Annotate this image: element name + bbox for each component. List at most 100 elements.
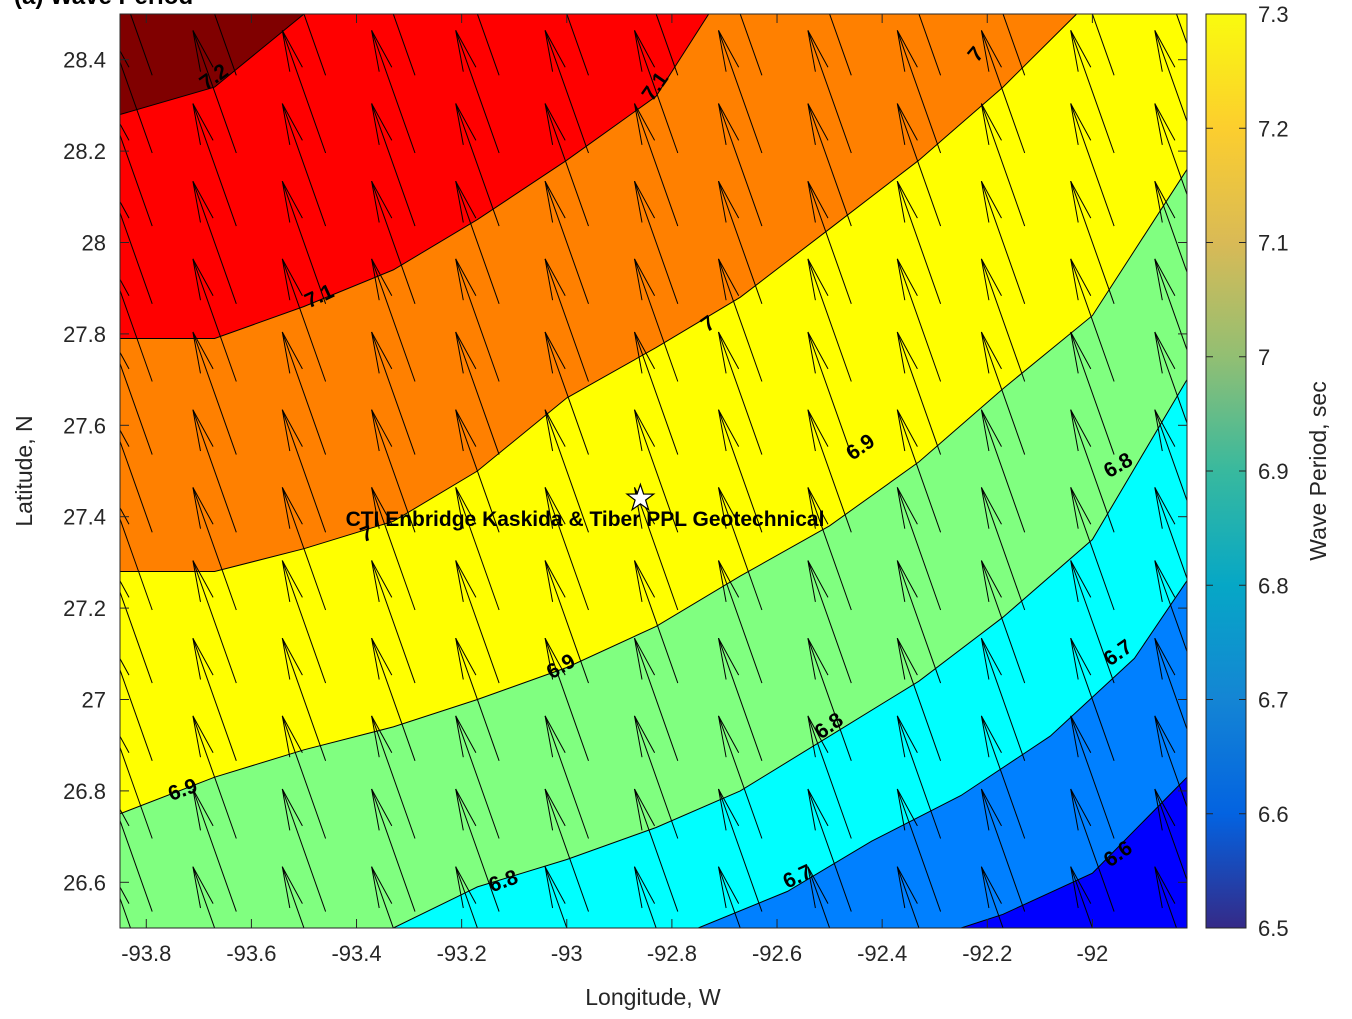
y-tick-label: 26.6 <box>63 870 106 895</box>
wave-vector <box>896 103 942 227</box>
contour-line-7.2 <box>120 14 305 115</box>
wave-vector <box>455 409 500 533</box>
wave-vector <box>807 331 852 455</box>
wave-vector <box>120 886 132 928</box>
wave-vector <box>455 180 500 304</box>
wave-vector <box>281 258 327 382</box>
wave-vector <box>281 409 327 533</box>
wave-vector <box>1070 560 1115 684</box>
wave-vector <box>1070 866 1093 928</box>
x-axis-label: Longitude, W <box>585 984 721 1010</box>
colorbar-tick-label: 7.3 <box>1258 2 1289 27</box>
x-tick-label: -93.4 <box>331 941 381 966</box>
colorbar-tick-label: 6.7 <box>1258 688 1289 713</box>
wave-vector <box>455 258 500 382</box>
x-tick-label: -93.2 <box>437 941 487 966</box>
wave-vector <box>1154 331 1187 425</box>
wave-vector <box>896 258 942 382</box>
wave-vector <box>896 487 942 611</box>
wave-vector <box>896 331 942 455</box>
station-star-icon <box>625 482 656 512</box>
wave-vector <box>1070 788 1115 912</box>
contour-fills <box>120 14 1187 928</box>
wave-vector <box>1154 560 1187 653</box>
wave-vector <box>896 560 942 684</box>
wave-vector <box>980 258 1026 382</box>
wave-vector <box>980 487 1026 611</box>
wave-vector <box>634 30 679 154</box>
wave-vector <box>1070 258 1115 382</box>
wave-vector <box>120 579 153 684</box>
plot-frame <box>119 13 1188 929</box>
wave-vector <box>718 331 763 455</box>
wave-vector <box>192 30 237 154</box>
contour-line-7 <box>120 14 1077 572</box>
colorbar-tick-label: 6.5 <box>1258 916 1289 941</box>
wave-vector <box>120 351 153 455</box>
wave-vector <box>896 788 942 912</box>
wave-vector <box>980 30 1026 154</box>
wave-vector <box>544 180 589 304</box>
y-tick-label: 27.8 <box>63 322 106 347</box>
wave-vector <box>807 103 852 227</box>
wave-vector <box>718 103 763 227</box>
wave-vector <box>1154 30 1187 123</box>
wave-vector <box>281 715 327 839</box>
wave-vector <box>192 487 237 611</box>
wave-vector <box>192 866 216 928</box>
wave-vector <box>1070 715 1115 839</box>
wave-vector <box>1154 180 1187 274</box>
y-tick-label: 28.2 <box>63 139 106 164</box>
wave-vector <box>634 409 679 533</box>
wave-vector <box>980 560 1026 684</box>
wave-vector <box>896 637 942 761</box>
wave-vector <box>120 506 153 611</box>
wave-vector <box>980 180 1026 304</box>
wave-vector <box>544 637 589 761</box>
wave-vector <box>1070 637 1115 761</box>
wave-vector <box>896 409 942 533</box>
wave-vector <box>455 866 478 928</box>
wave-vector <box>455 637 500 761</box>
wave-vector <box>718 30 763 154</box>
wave-vector <box>371 637 416 761</box>
wave-vector <box>455 103 500 227</box>
wave-vector <box>1070 103 1115 227</box>
wave-vector <box>807 788 852 912</box>
wave-vector <box>120 808 153 912</box>
wave-vector <box>120 200 153 304</box>
y-tick-label: 27.2 <box>63 596 106 621</box>
wave-vector <box>634 103 679 227</box>
wave-vector <box>1154 409 1187 503</box>
colorbar-tick-label: 6.8 <box>1258 573 1289 598</box>
wave-vector <box>120 122 153 227</box>
wave-vector <box>192 103 237 227</box>
wave-vector <box>1070 331 1115 455</box>
wave-vector <box>544 560 589 684</box>
wave-vector <box>192 788 237 912</box>
wave-vector <box>980 409 1026 533</box>
colorbar-tick-label: 6.9 <box>1258 459 1289 484</box>
x-tick-label: -92 <box>1076 941 1108 966</box>
wave-vector <box>807 560 852 684</box>
wave-vector <box>896 180 942 304</box>
wave-vector <box>281 866 305 928</box>
y-axis-label: Latitude, N <box>11 415 37 526</box>
wave-vector <box>192 331 237 455</box>
y-tick-label: 28 <box>82 231 106 256</box>
wave-vector <box>192 258 237 382</box>
wave-vector <box>1154 487 1187 580</box>
wave-vector <box>544 30 589 154</box>
wave-vector <box>634 866 657 928</box>
wave-vector <box>807 409 852 533</box>
wave-vector <box>980 788 1026 912</box>
wave-vector <box>544 258 589 382</box>
contour-lines <box>120 14 1187 928</box>
wave-vector <box>718 409 763 533</box>
colorbar-tick-label: 6.6 <box>1258 802 1289 827</box>
wave-vector <box>120 429 153 533</box>
wave-vector <box>455 30 500 154</box>
x-tick-label: -92.8 <box>647 941 697 966</box>
wave-vector <box>980 103 1026 227</box>
